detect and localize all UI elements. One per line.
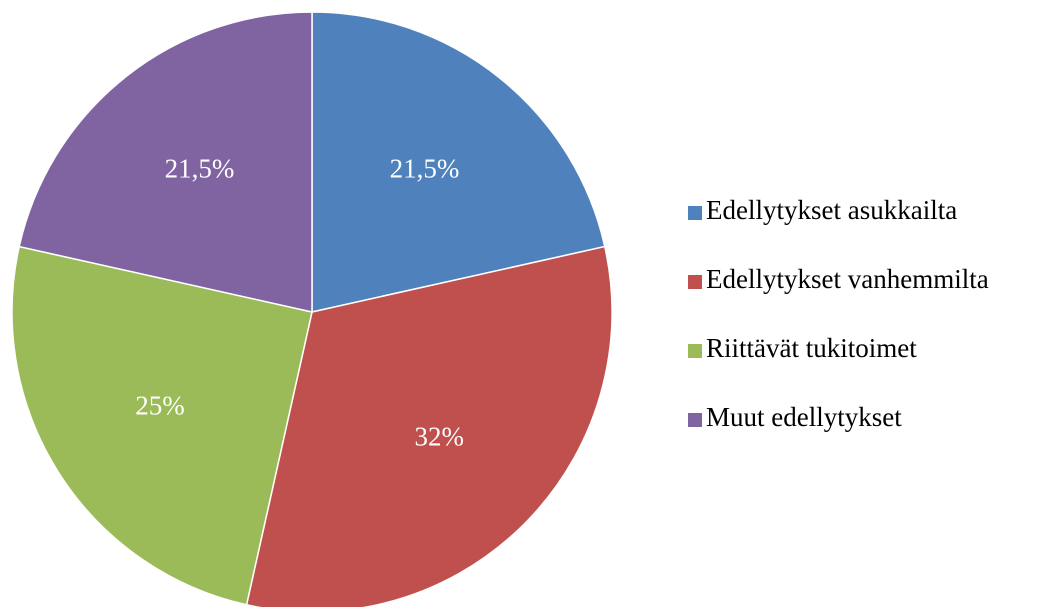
pie-slice: [18, 11, 313, 313]
pie-slice: [311, 11, 606, 313]
legend-label: Muut edellytykset: [706, 402, 902, 432]
legend-swatch: [688, 275, 702, 289]
legend-label: Edellytykset vanhemmilta: [706, 264, 989, 294]
legend-label: Edellytykset asukkailta: [706, 195, 957, 225]
pie-slice: [11, 245, 313, 606]
legend-swatch: [688, 344, 702, 358]
slice-label: 25%: [135, 391, 185, 421]
legend-swatch: [688, 206, 702, 220]
legend-swatch: [688, 413, 702, 427]
legend-label: Riittävät tukitoimet: [706, 333, 917, 363]
slice-label: 21,5%: [390, 154, 460, 184]
slice-label: 32%: [415, 421, 465, 451]
slice-label: 21,5%: [165, 154, 235, 184]
pie-slice: [245, 245, 613, 607]
